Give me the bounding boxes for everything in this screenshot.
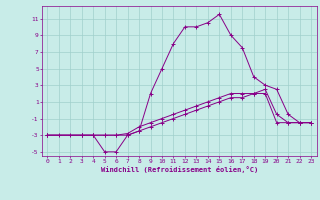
X-axis label: Windchill (Refroidissement éolien,°C): Windchill (Refroidissement éolien,°C) [100,166,258,173]
